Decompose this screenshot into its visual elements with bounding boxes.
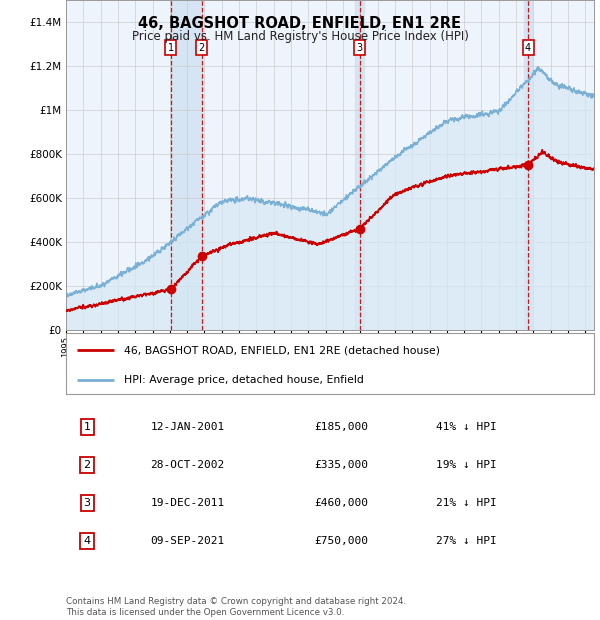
Text: Price paid vs. HM Land Registry's House Price Index (HPI): Price paid vs. HM Land Registry's House … [131, 30, 469, 43]
Text: Contains HM Land Registry data © Crown copyright and database right 2024.
This d: Contains HM Land Registry data © Crown c… [66, 598, 406, 617]
Bar [524, 0, 532, 330]
Text: £185,000: £185,000 [314, 422, 368, 432]
Text: £335,000: £335,000 [314, 460, 368, 470]
Text: 4: 4 [83, 536, 91, 546]
Text: 1: 1 [83, 422, 91, 432]
Text: 09-SEP-2021: 09-SEP-2021 [151, 536, 225, 546]
Text: 4: 4 [525, 43, 531, 53]
Text: 19-DEC-2011: 19-DEC-2011 [151, 498, 225, 508]
Text: 46, BAGSHOT ROAD, ENFIELD, EN1 2RE (detached house): 46, BAGSHOT ROAD, ENFIELD, EN1 2RE (deta… [124, 345, 440, 355]
Text: £460,000: £460,000 [314, 498, 368, 508]
Bar [355, 0, 364, 330]
Text: 2: 2 [83, 460, 91, 470]
Text: 1: 1 [167, 43, 173, 53]
Text: 3: 3 [83, 498, 91, 508]
Text: 2: 2 [199, 43, 205, 53]
Text: 3: 3 [357, 43, 363, 53]
Text: 21% ↓ HPI: 21% ↓ HPI [436, 498, 496, 508]
Text: 19% ↓ HPI: 19% ↓ HPI [436, 460, 496, 470]
Text: 28-OCT-2002: 28-OCT-2002 [151, 460, 225, 470]
Bar [170, 0, 202, 330]
Text: 41% ↓ HPI: 41% ↓ HPI [436, 422, 496, 432]
Text: 46, BAGSHOT ROAD, ENFIELD, EN1 2RE: 46, BAGSHOT ROAD, ENFIELD, EN1 2RE [139, 16, 461, 30]
Text: £750,000: £750,000 [314, 536, 368, 546]
Text: 12-JAN-2001: 12-JAN-2001 [151, 422, 225, 432]
Text: HPI: Average price, detached house, Enfield: HPI: Average price, detached house, Enfi… [124, 376, 364, 386]
Text: 27% ↓ HPI: 27% ↓ HPI [436, 536, 496, 546]
